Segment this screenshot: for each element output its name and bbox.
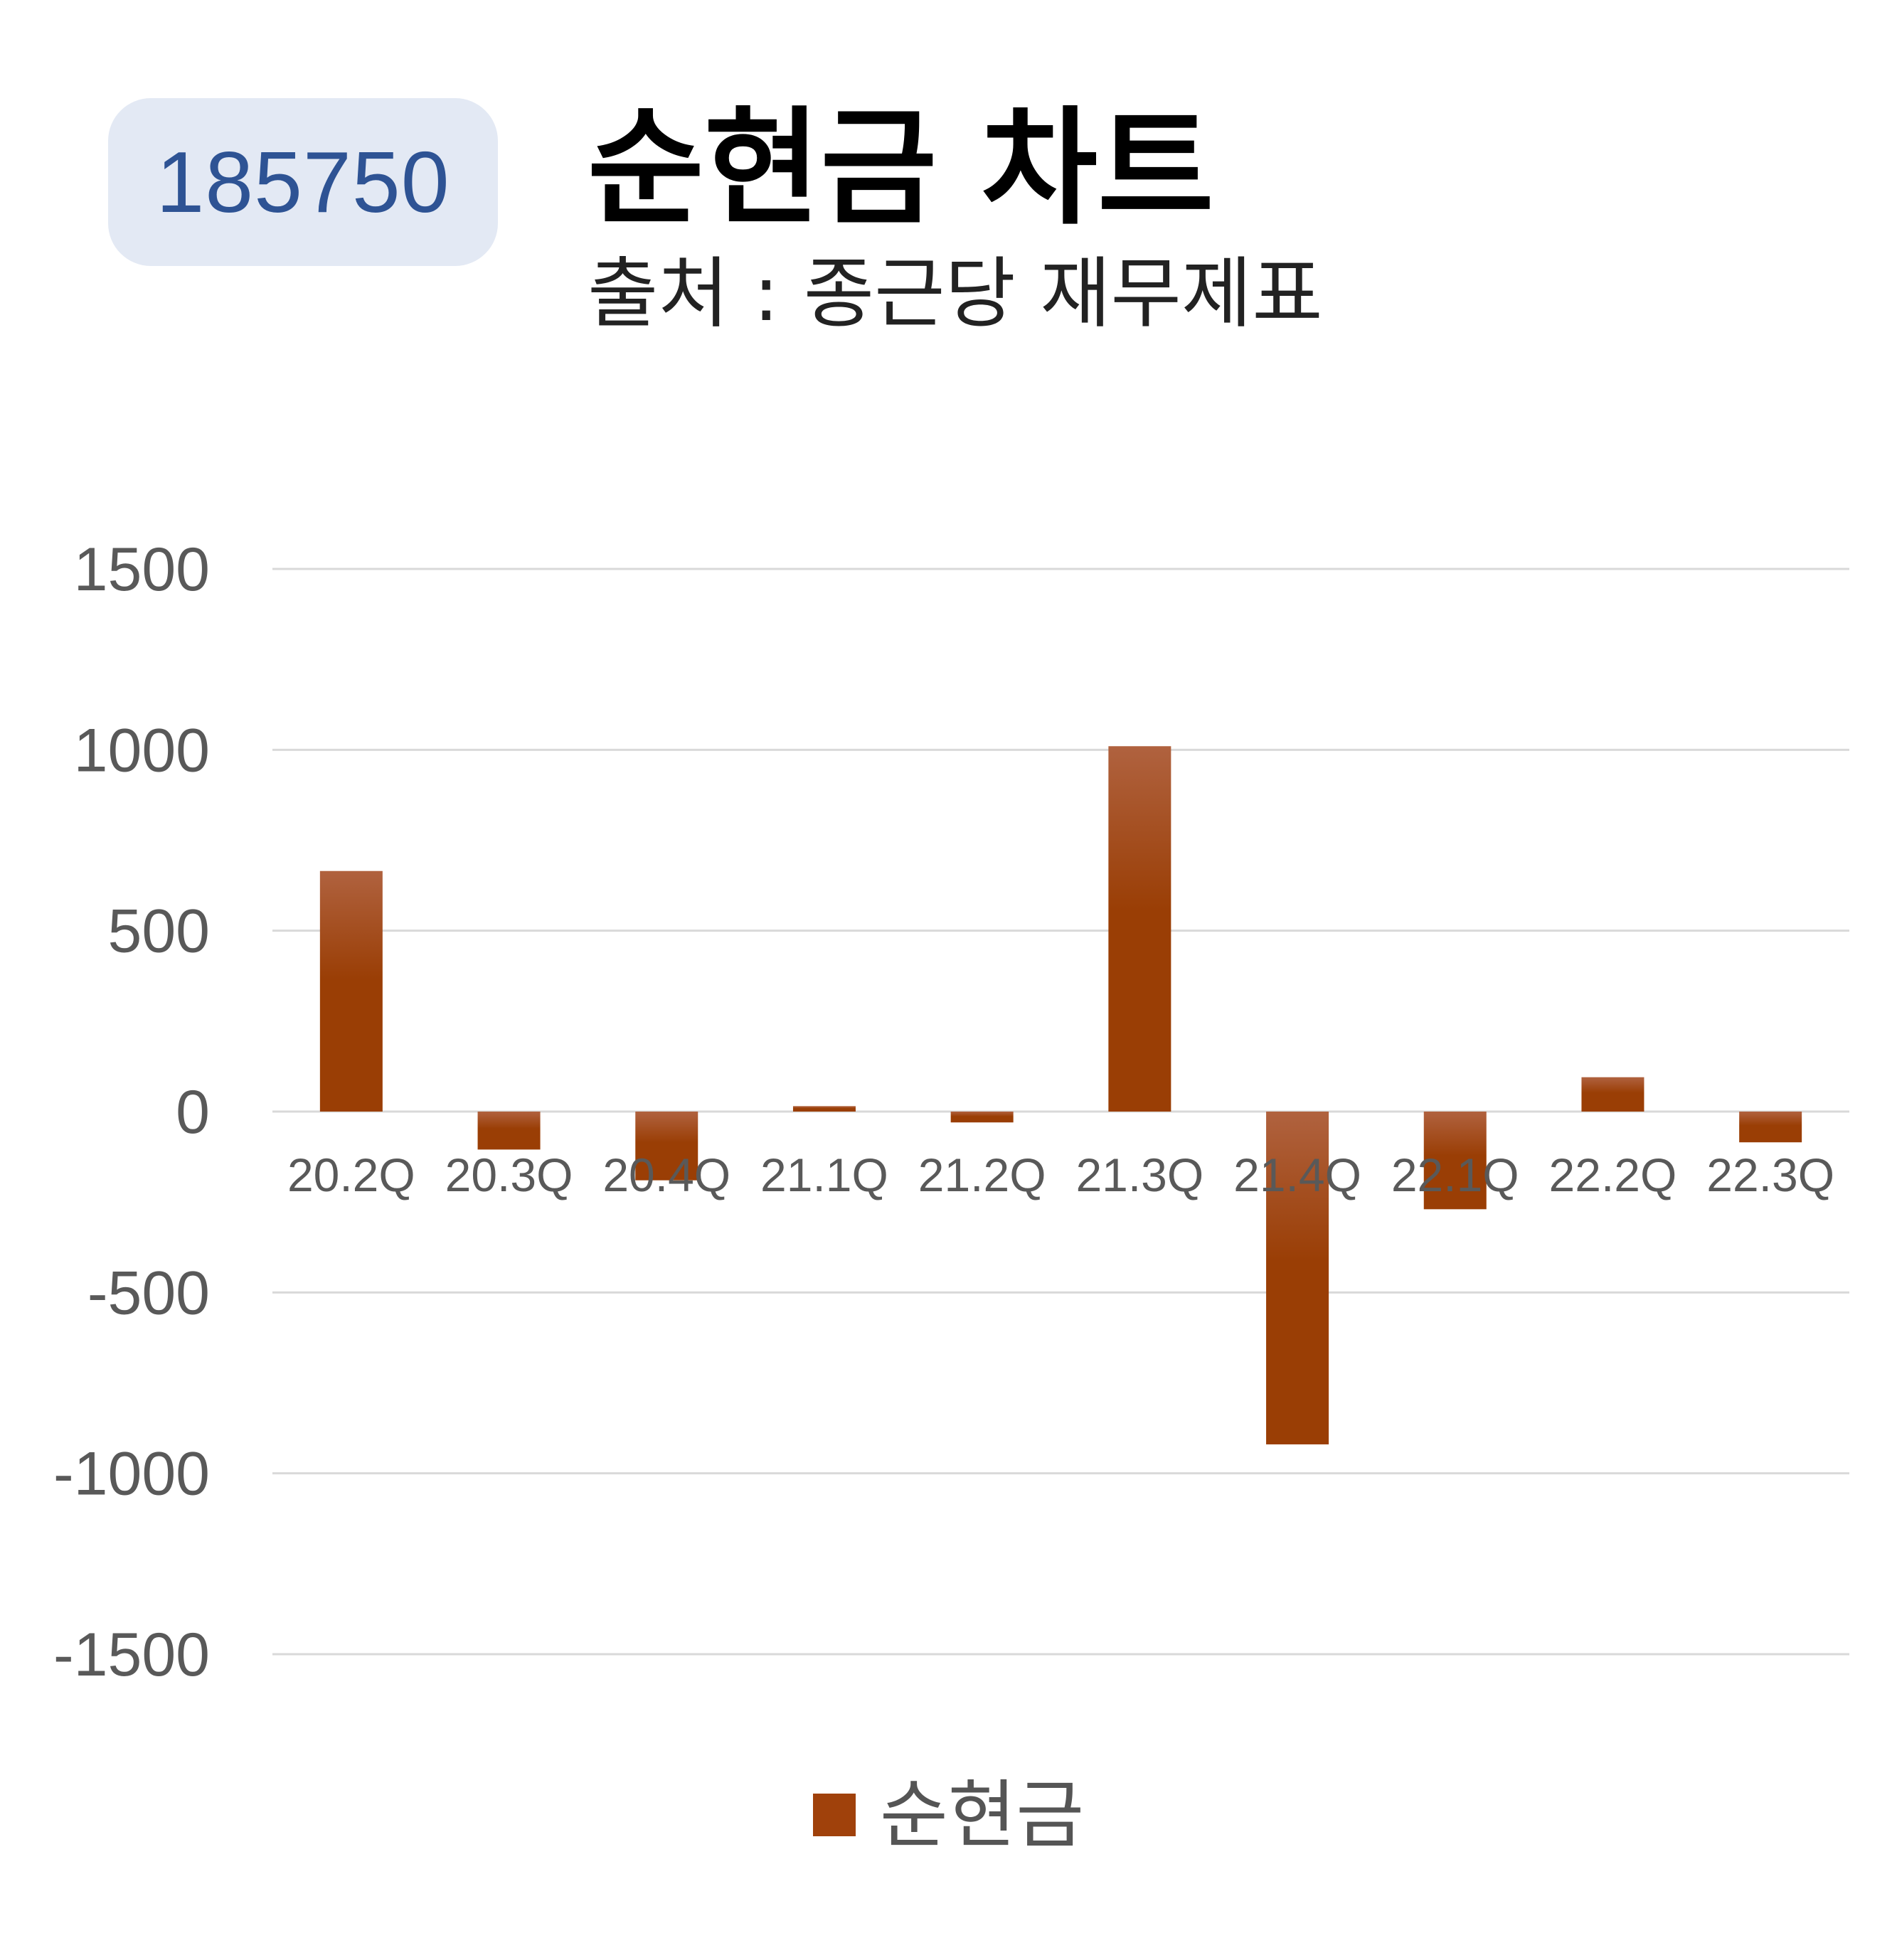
legend-swatch — [812, 1794, 856, 1836]
bar-21.3Q — [1108, 746, 1171, 1112]
x-tick-label: 21.2Q — [918, 1149, 1046, 1201]
x-tick-label: 21.4Q — [1233, 1149, 1361, 1201]
stock-code: 185750 — [156, 134, 450, 230]
y-tick-label: -500 — [87, 1259, 210, 1327]
y-tick-label: 0 — [176, 1078, 210, 1146]
bars — [319, 746, 1802, 1444]
bar-22.3Q — [1739, 1112, 1802, 1143]
y-tick-label: -1500 — [53, 1621, 210, 1689]
bar-20.2Q — [319, 870, 383, 1112]
gridlines — [272, 568, 1849, 1656]
legend: 순현금 — [0, 1778, 1897, 1852]
x-tick-label: 22.3Q — [1706, 1149, 1834, 1201]
bar-21.1Q — [792, 1106, 856, 1112]
chart-source: 출처 : 종근당 재무제표 — [588, 250, 1323, 339]
bar-21.2Q — [950, 1112, 1014, 1123]
x-tick-label: 22.2Q — [1549, 1149, 1677, 1201]
y-tick-label: -1000 — [53, 1440, 210, 1508]
x-tick-label: 21.3Q — [1075, 1149, 1203, 1201]
chart-title: 순현금 차트 — [588, 95, 1214, 242]
bar-22.2Q — [1581, 1077, 1644, 1112]
x-tick-label: 22.1Q — [1391, 1149, 1519, 1201]
bar-20.3Q — [477, 1112, 541, 1150]
legend-label: 순현금 — [879, 1772, 1085, 1858]
bar-21.4Q — [1266, 1112, 1329, 1444]
y-tick-label: 500 — [108, 898, 211, 966]
axis-labels: 1500 1000 500 0 -500 -1000 -1500 20.2Q 20.3Q 20.4… — [53, 536, 1834, 1689]
x-tick-label: 20.2Q — [287, 1149, 415, 1201]
bar-20.4Q — [635, 1112, 698, 1181]
stock-code-badge: 185750 — [108, 98, 498, 266]
y-tick-label: 1000 — [74, 716, 210, 784]
x-tick-label: 20.4Q — [602, 1149, 730, 1201]
x-tick-label: 21.1Q — [760, 1149, 888, 1201]
bar-22.1Q — [1423, 1112, 1487, 1210]
x-tick-label: 20.3Q — [445, 1149, 573, 1201]
y-tick-label: 1500 — [74, 536, 210, 604]
